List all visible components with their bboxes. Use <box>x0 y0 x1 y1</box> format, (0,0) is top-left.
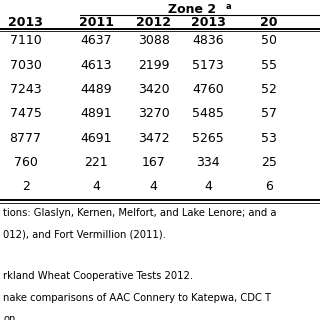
Text: 6: 6 <box>265 180 273 193</box>
Text: 7110: 7110 <box>10 35 42 47</box>
Text: 7030: 7030 <box>10 59 42 72</box>
Text: 012), and Fort Vermillion (2011).: 012), and Fort Vermillion (2011). <box>3 229 166 240</box>
Text: 8777: 8777 <box>10 132 42 145</box>
Text: 7243: 7243 <box>10 83 41 96</box>
Text: 334: 334 <box>196 156 220 169</box>
Text: 221: 221 <box>84 156 108 169</box>
Text: on.: on. <box>3 315 19 320</box>
Text: 2199: 2199 <box>138 59 169 72</box>
Text: tions: Glaslyn, Kernen, Melfort, and Lake Lenore; and a: tions: Glaslyn, Kernen, Melfort, and Lak… <box>3 208 277 218</box>
Text: 5173: 5173 <box>192 59 224 72</box>
Text: 5485: 5485 <box>192 108 224 120</box>
Text: 53: 53 <box>261 132 277 145</box>
Text: 3270: 3270 <box>138 108 170 120</box>
Text: 4891: 4891 <box>80 108 112 120</box>
Text: 4691: 4691 <box>80 132 112 145</box>
Text: 4: 4 <box>204 180 212 193</box>
Text: 4: 4 <box>92 180 100 193</box>
Text: 4836: 4836 <box>192 35 224 47</box>
Text: 2012: 2012 <box>136 16 171 29</box>
Text: 25: 25 <box>261 156 277 169</box>
Text: 2013: 2013 <box>191 16 225 29</box>
Text: 7475: 7475 <box>10 108 42 120</box>
Text: 167: 167 <box>142 156 165 169</box>
Text: 57: 57 <box>261 108 277 120</box>
Text: 4637: 4637 <box>80 35 112 47</box>
Text: 4489: 4489 <box>80 83 112 96</box>
Text: 4760: 4760 <box>192 83 224 96</box>
Text: 52: 52 <box>261 83 277 96</box>
Text: 20: 20 <box>260 16 277 29</box>
Text: 4: 4 <box>150 180 157 193</box>
Text: 50: 50 <box>261 35 277 47</box>
Text: a: a <box>226 2 232 11</box>
Text: 55: 55 <box>261 59 277 72</box>
Text: rkland Wheat Cooperative Tests 2012.: rkland Wheat Cooperative Tests 2012. <box>3 271 193 281</box>
Text: nake comparisons of AAC Connery to Katepwa, CDC T: nake comparisons of AAC Connery to Katep… <box>3 293 271 303</box>
Text: 2011: 2011 <box>78 16 114 29</box>
Text: 4613: 4613 <box>80 59 112 72</box>
Text: 760: 760 <box>14 156 37 169</box>
Text: 3420: 3420 <box>138 83 169 96</box>
Text: 2013: 2013 <box>8 16 43 29</box>
Text: 5265: 5265 <box>192 132 224 145</box>
Text: 3472: 3472 <box>138 132 169 145</box>
Text: 3088: 3088 <box>138 35 170 47</box>
Text: 2: 2 <box>22 180 29 193</box>
Text: Zone 2: Zone 2 <box>168 3 216 16</box>
